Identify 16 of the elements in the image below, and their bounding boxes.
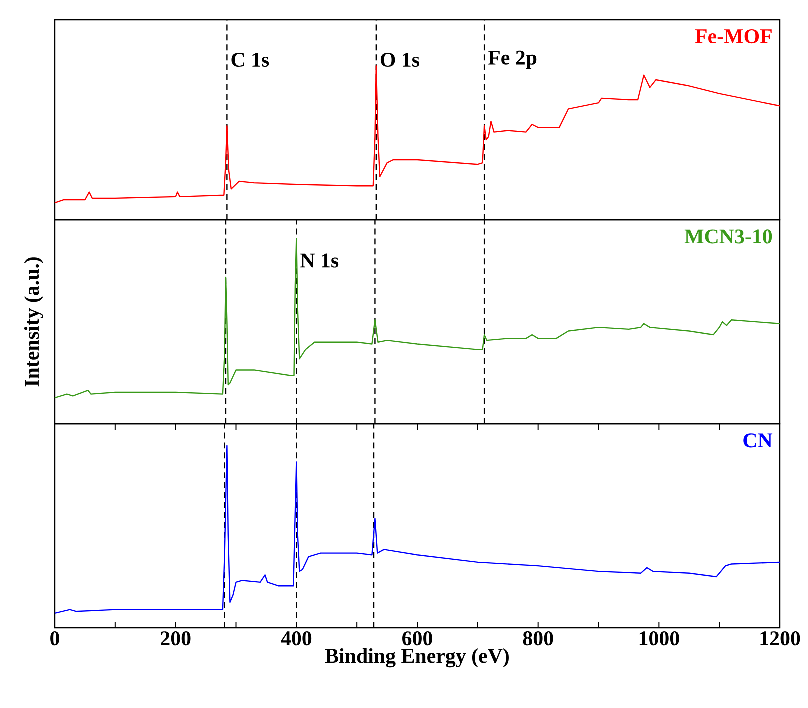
x-tick-label: 600 [402,632,432,646]
ref-line-label: Fe 2p [488,50,537,70]
x-tick-label: 400 [281,632,312,646]
x-axis-title: Binding Energy (eV) [325,648,509,668]
text: MCN3-10 [684,230,772,244]
x-tick-label: 1000 [640,632,680,646]
text: CN [744,434,773,448]
x-tick-label: 200 [161,632,191,646]
text: Fe-MOF [695,30,772,44]
x-tick-label: 1200 [760,632,800,646]
y-axis-title: Intensity (a.u.) [24,258,44,387]
x-tick-label: 800 [523,632,554,646]
ref-line-label: O 1s [380,52,420,68]
ref-line-label: N 1s [300,254,339,268]
x-tick-label: 0 [50,632,60,646]
ref-line-label: C 1s [232,52,270,68]
